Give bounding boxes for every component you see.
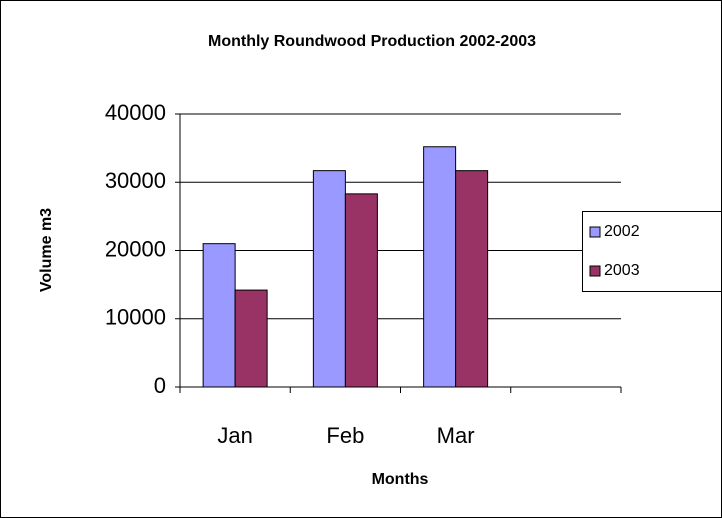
bar (202, 243, 236, 388)
y-axis-title: Volume m3 (38, 208, 55, 292)
bar (455, 170, 489, 388)
y-tick-label: 30000 (105, 168, 166, 193)
x-tick-label: Jan (217, 423, 252, 448)
legend-label: 2002 (604, 223, 640, 240)
x-tick-label: Mar (437, 423, 475, 448)
bar (344, 193, 378, 388)
x-axis-title: Months (372, 471, 429, 488)
y-tick-label: 40000 (105, 100, 166, 125)
legend-label: 2003 (604, 262, 640, 279)
y-tick-label: 10000 (105, 305, 166, 330)
legend-box (582, 211, 722, 292)
y-tick-label: 0 (154, 373, 166, 398)
bar (234, 289, 268, 388)
chart-title: Monthly Roundwood Production 2002-2003 (208, 33, 536, 50)
y-tick-label: 20000 (105, 236, 166, 261)
bar (312, 170, 346, 388)
x-tick-label: Feb (326, 423, 364, 448)
legend-swatch (589, 265, 601, 277)
legend-swatch (589, 226, 601, 238)
bar (423, 146, 457, 388)
